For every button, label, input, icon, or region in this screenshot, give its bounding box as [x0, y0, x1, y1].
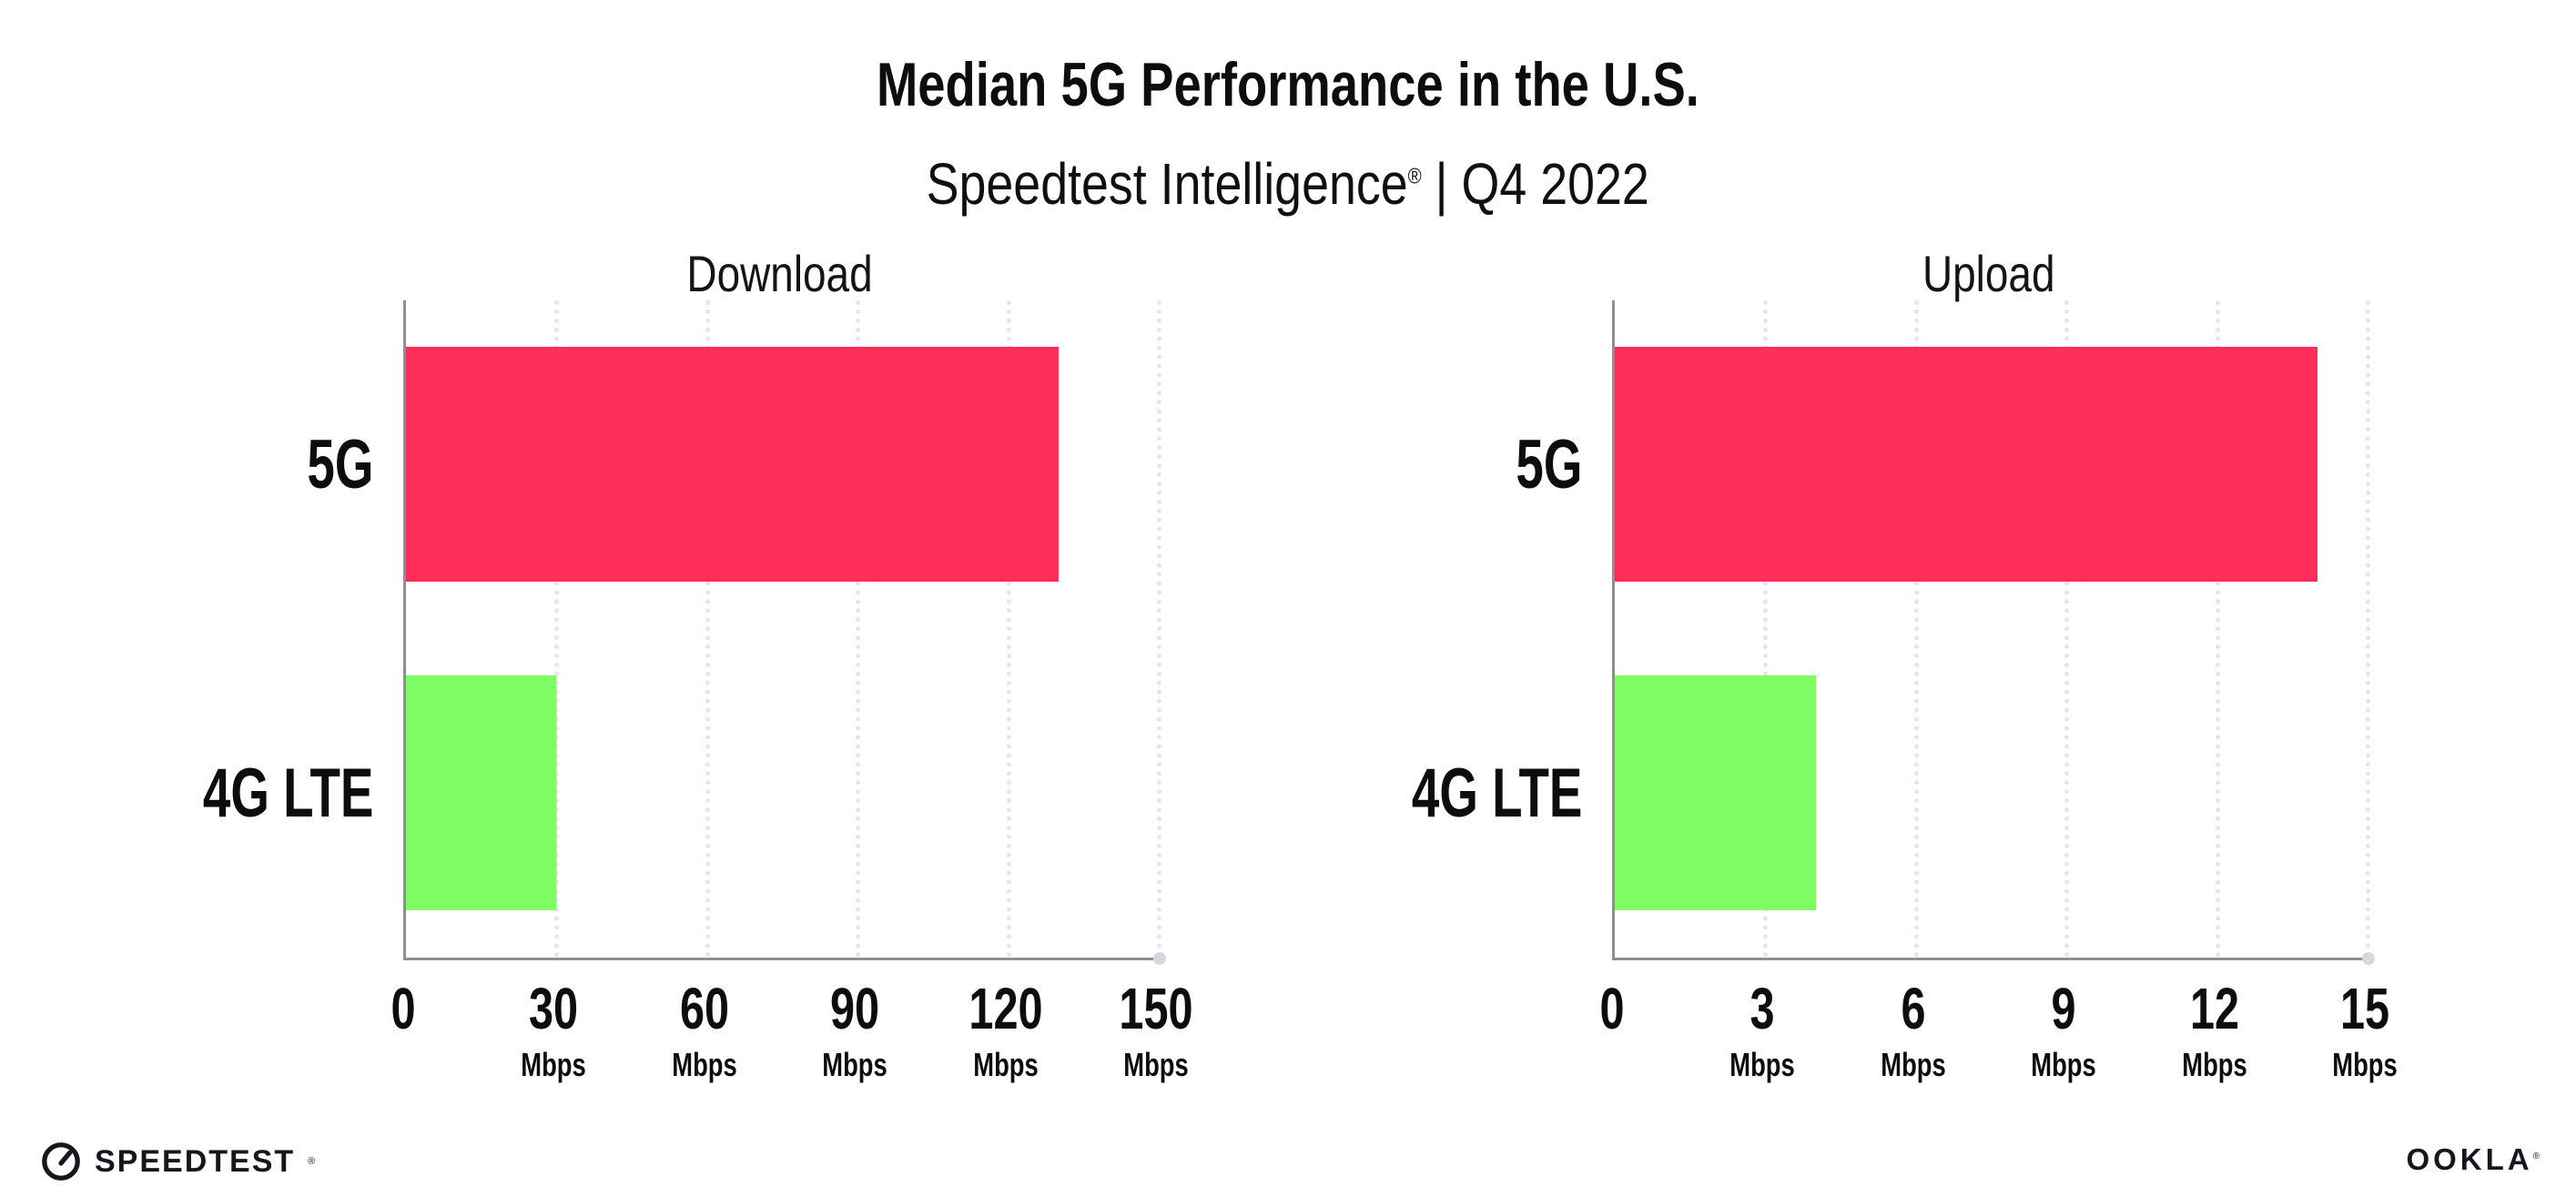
- gridline: [705, 300, 710, 958]
- upload-chart-title: Upload: [1612, 244, 2365, 303]
- download-x-axis-labels: 0 30 Mbps 60 Mbps 90 Mbps 120 Mbps 150 Mbps: [390, 979, 1192, 1134]
- tick-unit: Mbps: [972, 1046, 1039, 1083]
- bar-row: 4G LTE: [1412, 629, 2368, 958]
- tick-value: 3: [1749, 976, 1775, 1041]
- page-title-text: Median 5G Performance in the U.S.: [877, 49, 1699, 119]
- bar-5g: [406, 347, 1059, 582]
- x-tick-label: 6 Mbps: [1881, 979, 1945, 1081]
- bar-row: 5G: [307, 300, 1159, 629]
- download-chart: Download 5G 4G LTE 0 30 Mbps 60 Mbps 90 Mbps 120…: [203, 245, 1193, 1080]
- upload-plot-area: 5G 4G LTE: [1412, 300, 2375, 965]
- registered-mark-icon: ®: [308, 1156, 318, 1167]
- tick-value: 0: [1599, 976, 1625, 1041]
- tick-unit: Mbps: [1123, 1046, 1189, 1083]
- gridline: [1006, 300, 1011, 958]
- axis-end-dot: [1153, 952, 1166, 965]
- tick-value: 90: [830, 976, 880, 1041]
- bar-row: 4G LTE: [203, 629, 1159, 958]
- page-title: Median 5G Performance in the U.S.: [0, 49, 2576, 119]
- speedtest-wordmark: SPEEDTEST: [95, 1143, 296, 1179]
- tick-unit: Mbps: [1729, 1046, 1796, 1083]
- tick-unit: Mbps: [2031, 1046, 2096, 1083]
- category-label-text: 4G LTE: [1411, 754, 1582, 832]
- gridline: [2064, 300, 2070, 958]
- category-label: 4G LTE: [137, 754, 373, 832]
- x-tick-label: 90 Mbps: [822, 979, 887, 1081]
- gridline: [2366, 300, 2370, 958]
- bar-4g-lte: [1615, 675, 1816, 910]
- x-tick-label: 15 Mbps: [2332, 979, 2397, 1081]
- category-label: 5G: [1490, 425, 1582, 503]
- bar-row: 5G: [1516, 300, 2368, 629]
- bar-4g-lte: [406, 675, 557, 910]
- x-tick-label: 3 Mbps: [1730, 979, 1795, 1081]
- category-label-text: 5G: [306, 425, 373, 503]
- gridline: [1763, 300, 1769, 958]
- ookla-logo: OOKLA®: [2406, 1142, 2540, 1177]
- tick-value: 6: [1901, 976, 1926, 1041]
- x-tick-label: 60 Mbps: [672, 979, 736, 1081]
- subtitle-period: Q4 2022: [1461, 151, 1650, 217]
- tick-unit: Mbps: [2332, 1046, 2398, 1083]
- x-tick-label: 150 Mbps: [1119, 979, 1192, 1081]
- tick-unit: Mbps: [672, 1046, 737, 1083]
- tick-unit: Mbps: [2181, 1046, 2247, 1083]
- x-tick-label: 120 Mbps: [969, 979, 1042, 1081]
- download-plot-area: 5G 4G LTE: [203, 300, 1166, 965]
- tick-unit: Mbps: [1881, 1046, 1946, 1083]
- tick-value: 0: [390, 976, 416, 1041]
- x-tick-label: 30 Mbps: [522, 979, 586, 1081]
- gauge-icon: [42, 1142, 80, 1181]
- gridline: [1913, 300, 1919, 958]
- download-chart-title: Download: [403, 244, 1156, 303]
- subtitle-separator: |: [1435, 151, 1448, 217]
- registered-mark-icon: ®: [2532, 1151, 2540, 1161]
- speedtest-logo: SPEEDTEST ®: [40, 1141, 317, 1182]
- gridline: [1157, 300, 1161, 958]
- tick-value: 15: [2339, 976, 2390, 1041]
- category-label-text: 4G LTE: [202, 754, 373, 832]
- registered-mark-icon: ®: [1407, 164, 1422, 189]
- tick-unit: Mbps: [822, 1046, 887, 1083]
- tick-unit: Mbps: [521, 1046, 587, 1083]
- bar-5g: [1615, 347, 2317, 582]
- download-chart-title-text: Download: [686, 245, 873, 303]
- upload-bars: 5G 4G LTE: [1412, 300, 2368, 958]
- gridline: [856, 300, 861, 958]
- upload-gridlines: [1615, 300, 2370, 958]
- axis-end-dot: [2362, 952, 2375, 965]
- tick-value: 12: [2189, 976, 2239, 1041]
- category-label-text: 5G: [1515, 425, 1582, 503]
- category-label: 5G: [281, 425, 373, 503]
- x-tick-label: 9 Mbps: [2031, 979, 2095, 1081]
- upload-x-axis-labels: 0 3 Mbps 6 Mbps 9 Mbps 12 Mbps 15 Mbps: [1599, 979, 2397, 1134]
- download-gridlines: [406, 300, 1161, 958]
- x-tick-label: 0: [390, 979, 415, 1038]
- download-bars: 5G 4G LTE: [203, 300, 1159, 958]
- category-label: 4G LTE: [1345, 754, 1582, 832]
- subtitle-brand: Speedtest Intelligence: [926, 151, 1408, 217]
- tick-value: 60: [679, 976, 729, 1041]
- tick-value: 120: [969, 976, 1043, 1041]
- x-tick-label: 12 Mbps: [2182, 979, 2246, 1081]
- upload-chart: Upload 5G 4G LTE 0 3 Mbps 6 Mbps 9 Mbps 12 Mbps 15…: [1412, 245, 2398, 1080]
- gridline: [2215, 300, 2220, 958]
- tick-value: 150: [1119, 976, 1193, 1041]
- tick-value: 9: [2051, 976, 2076, 1041]
- tick-value: 30: [529, 976, 579, 1041]
- x-tick-label: 0: [1599, 979, 1624, 1038]
- upload-chart-title-text: Upload: [1922, 245, 2055, 303]
- gridline: [554, 300, 560, 958]
- page-subtitle: Speedtest Intelligence® | Q4 2022: [0, 151, 2576, 218]
- ookla-wordmark: OOKLA: [2406, 1142, 2533, 1176]
